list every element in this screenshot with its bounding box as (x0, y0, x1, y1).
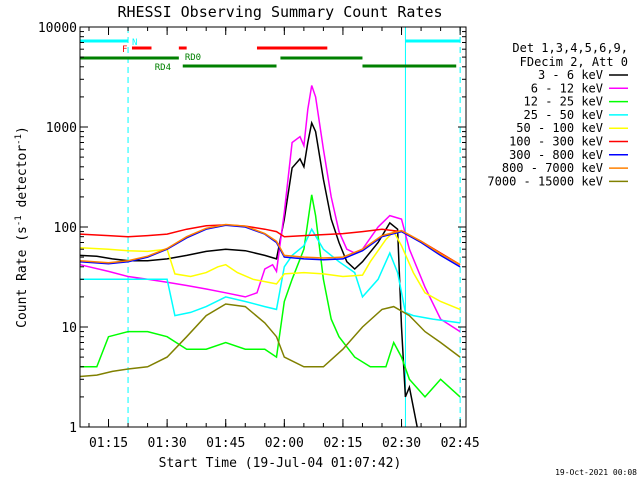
series-line-8 (79, 303, 461, 378)
legend-header-line-2: FDecim 2, Att 0 (520, 55, 628, 69)
legend-label-3: 25 - 50 keV (524, 108, 603, 122)
x-tick-label-4: 02:15 (323, 436, 362, 451)
legend-header-line-1: Det 1,3,4,5,6,9, (512, 41, 628, 55)
legend-label-1: 6 - 12 keV (531, 81, 603, 95)
x-tick-label-3: 02:00 (265, 436, 304, 451)
legend-label-2: 12 - 25 keV (524, 95, 603, 109)
x-tick-label-6: 02:45 (441, 436, 480, 451)
x-axis-title: Start Time (19-Jul-04 01:07:42) (159, 456, 402, 471)
x-tick-label-0: 01:15 (89, 436, 128, 451)
series-line-5 (79, 224, 461, 266)
series-line-4 (79, 230, 461, 311)
series-line-3 (80, 227, 461, 324)
status-label-rd4: RD4 (155, 63, 171, 73)
chart-title: RHESSI Observing Summary Count Rates (117, 3, 442, 21)
legend-label-4: 50 - 100 keV (516, 121, 603, 135)
x-tick-label-1: 01:30 (148, 436, 187, 451)
legend-label-7: 800 - 7000 keV (502, 161, 603, 175)
y-tick-label-2: 100 (54, 221, 77, 236)
y-tick-label-0: 1 (69, 421, 77, 436)
series-line-0 (79, 120, 418, 428)
series-line-1 (79, 85, 461, 333)
plot-frame (79, 26, 467, 428)
y-tick-label-4: 10000 (38, 21, 77, 36)
footer-date: 19-Oct-2021 00:08 (555, 468, 637, 477)
x-tick-label-2: 01:45 (206, 436, 245, 451)
legend-label-6: 300 - 800 keV (509, 148, 603, 162)
legend-label-5: 100 - 300 keV (509, 135, 603, 149)
y-tick-label-1: 10 (61, 321, 77, 336)
y-axis-title: Count Rate (s-1 detector-1) (14, 126, 30, 328)
status-label-f: F (122, 45, 127, 55)
legend-label-8: 7000 - 15000 keV (487, 174, 603, 188)
series-line-2 (80, 194, 461, 399)
status-label-n: N (132, 38, 137, 48)
series-line-7 (79, 223, 461, 266)
legend: Det 1,3,4,5,6,9, FDecim 2, Att 0 3 - 6 k… (487, 41, 628, 188)
x-tick-label-5: 02:30 (382, 436, 421, 451)
status-label-rd0: RD0 (185, 53, 201, 63)
y-tick-label-3: 1000 (46, 121, 77, 136)
legend-label-0: 3 - 6 keV (538, 68, 603, 82)
